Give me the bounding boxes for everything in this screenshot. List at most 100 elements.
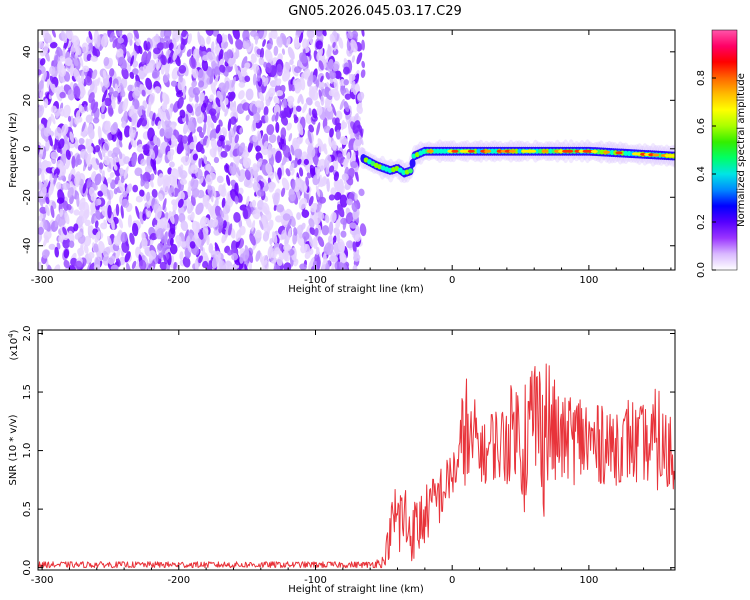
noise-blob bbox=[206, 115, 212, 128]
noise-blob bbox=[162, 198, 167, 211]
noise-blob bbox=[94, 173, 102, 186]
noise-blob bbox=[223, 80, 230, 94]
noise-blob bbox=[147, 127, 155, 142]
noise-blob bbox=[189, 241, 196, 249]
noise-blob bbox=[135, 205, 140, 220]
noise-blob bbox=[103, 155, 111, 166]
noise-blob bbox=[39, 58, 46, 66]
noise-blob bbox=[49, 65, 56, 75]
noise-blob bbox=[141, 109, 147, 121]
noise-blob bbox=[73, 209, 80, 216]
noise-blob bbox=[44, 32, 52, 43]
noise-blob bbox=[261, 255, 268, 266]
noise-blob bbox=[235, 39, 244, 50]
noise-blob bbox=[361, 60, 366, 69]
signal-peak bbox=[426, 149, 434, 153]
noise-blob bbox=[159, 128, 165, 137]
signal-band bbox=[409, 158, 416, 168]
noise-blob bbox=[51, 30, 56, 38]
noise-blob bbox=[264, 114, 269, 123]
noise-blob bbox=[259, 220, 264, 230]
noise-blob bbox=[149, 148, 156, 160]
noise-blob bbox=[118, 167, 124, 175]
noise-blob bbox=[86, 262, 92, 270]
noise-blob bbox=[299, 52, 308, 64]
noise-blob bbox=[155, 227, 164, 240]
noise-blob bbox=[276, 36, 283, 48]
noise-blob bbox=[191, 220, 200, 234]
noise-blob bbox=[317, 211, 325, 220]
noise-blob bbox=[224, 97, 229, 106]
noise-blob bbox=[174, 31, 181, 39]
noise-blob bbox=[157, 173, 164, 187]
noise-blob bbox=[80, 148, 88, 160]
y-tick-label: 0 bbox=[22, 146, 33, 152]
y-tick-label: 1.0 bbox=[22, 443, 33, 459]
noise-blob bbox=[45, 196, 50, 205]
noise-blob bbox=[307, 130, 312, 144]
noise-blob bbox=[219, 64, 226, 73]
noise-blob bbox=[153, 47, 161, 55]
noise-blob bbox=[78, 245, 84, 258]
noise-blob bbox=[147, 62, 154, 73]
noise-blob bbox=[331, 261, 335, 270]
signal-core bbox=[609, 149, 615, 156]
signal-peak bbox=[451, 149, 459, 153]
noise-blob bbox=[222, 204, 231, 215]
noise-blob bbox=[206, 51, 215, 62]
noise-blob bbox=[141, 51, 148, 65]
noise-blob bbox=[308, 248, 314, 255]
noise-blob bbox=[359, 223, 367, 237]
noise-blob bbox=[282, 98, 288, 108]
noise-blob bbox=[43, 179, 49, 188]
noise-blob bbox=[102, 246, 111, 258]
noise-blob bbox=[282, 144, 291, 158]
noise-blob bbox=[71, 155, 76, 169]
noise-blob bbox=[230, 127, 235, 139]
noise-blob bbox=[45, 167, 54, 174]
noise-blob bbox=[162, 72, 170, 83]
noise-blob bbox=[191, 67, 199, 79]
noise-blob bbox=[282, 213, 291, 221]
snr-axes: -300 -200 -100 0 100 0.0 0.5 1.0 1.5 2.0 bbox=[22, 326, 675, 586]
noise-blob bbox=[76, 194, 80, 208]
noise-blob bbox=[109, 172, 115, 179]
noise-blob bbox=[301, 209, 310, 218]
noise-blob bbox=[133, 86, 142, 97]
noise-blob bbox=[339, 252, 347, 264]
noise-blob bbox=[308, 218, 315, 228]
noise-blob bbox=[161, 92, 169, 105]
noise-blob bbox=[58, 235, 64, 243]
noise-blob bbox=[169, 237, 174, 246]
noise-blob bbox=[309, 164, 316, 177]
noise-blob bbox=[324, 86, 333, 101]
noise-blob bbox=[239, 253, 245, 264]
noise-blob bbox=[332, 41, 336, 48]
noise-blob bbox=[190, 177, 195, 187]
noise-blob bbox=[39, 198, 44, 208]
colorbar-label: Normalized spectral amplitude bbox=[736, 73, 747, 227]
noise-blob bbox=[315, 30, 323, 37]
noise-blob bbox=[274, 171, 280, 184]
noise-blob bbox=[181, 30, 187, 38]
noise-blob bbox=[346, 151, 351, 163]
noise-blob bbox=[286, 218, 292, 231]
noise-blob bbox=[357, 91, 365, 101]
noise-blob bbox=[43, 230, 52, 241]
noise-blob bbox=[341, 173, 349, 181]
y-tick-label: 20 bbox=[22, 94, 33, 107]
noise-blob bbox=[143, 64, 148, 74]
noise-blob bbox=[267, 219, 274, 232]
noise-blob bbox=[42, 43, 49, 56]
noise-blob bbox=[281, 48, 286, 55]
noise-blob bbox=[100, 183, 108, 194]
noise-blob bbox=[213, 156, 220, 164]
noise-blob bbox=[146, 41, 151, 50]
noise-blob bbox=[348, 73, 353, 85]
snr-x-axis-label: Height of straight line (km) bbox=[288, 584, 424, 595]
noise-blob bbox=[288, 133, 293, 142]
noise-blob bbox=[216, 175, 224, 184]
noise-blob bbox=[90, 55, 98, 62]
noise-blob bbox=[317, 236, 325, 247]
noise-blob bbox=[97, 125, 102, 140]
